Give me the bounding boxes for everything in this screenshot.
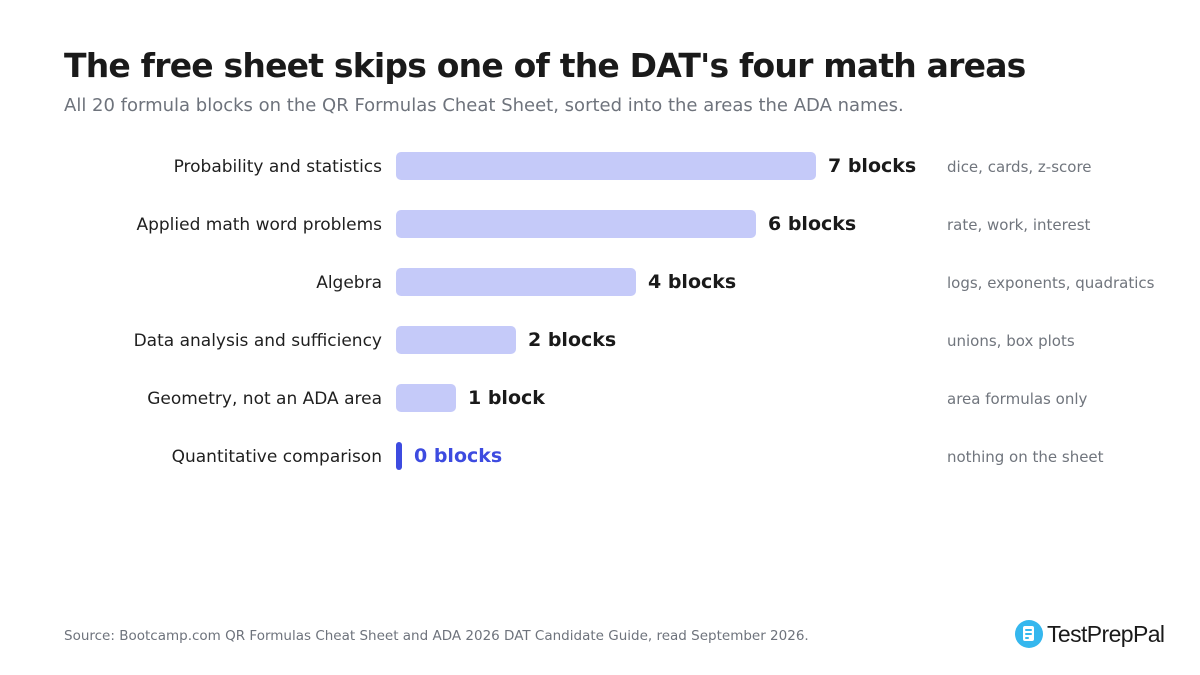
value-label: 0 blocks: [414, 445, 502, 467]
source-note: Source: Bootcamp.com QR Formulas Cheat S…: [64, 628, 809, 644]
bar-row: Probability and statistics 7 blocks dice, …: [174, 152, 1092, 180]
category-label: Applied math word problems: [136, 215, 382, 235]
value-label: 4 blocks: [648, 271, 736, 293]
bar: [396, 210, 756, 238]
bar: [396, 152, 816, 180]
category-label: Algebra: [316, 273, 382, 293]
note-label: logs, exponents, quadratics: [947, 274, 1155, 292]
note-label: area formulas only: [947, 390, 1087, 408]
note-label: nothing on the sheet: [947, 448, 1104, 466]
category-label: Probability and statistics: [174, 157, 383, 177]
note-label: dice, cards, z-score: [947, 158, 1092, 176]
brand-logo: TestPrepPal: [1015, 620, 1165, 648]
value-label: 6 blocks: [768, 213, 856, 235]
value-label: 2 blocks: [528, 329, 616, 351]
bar-row: Quantitative comparison 0 blocks nothing o…: [172, 442, 1104, 470]
bar-chart: Probability and statistics 7 blocks dice, …: [134, 152, 1155, 470]
chart-subtitle: All 20 formula blocks on the QR Formulas…: [64, 95, 904, 116]
bar: [396, 384, 456, 412]
value-label: 1 block: [468, 387, 545, 409]
bar: [396, 268, 636, 296]
document-icon: [1015, 620, 1043, 648]
bar-row: Data analysis and sufficiency 2 blocks uni…: [134, 326, 1075, 354]
bar: [396, 442, 402, 470]
chart-title: The free sheet skips one of the DAT's fo…: [64, 46, 1026, 85]
category-label: Quantitative comparison: [172, 447, 382, 467]
bar-row: Algebra 4 blocks logs, exponents, quadrati…: [316, 268, 1155, 296]
bar-row: Applied math word problems 6 blocks rate, …: [136, 210, 1091, 238]
note-label: rate, work, interest: [947, 216, 1091, 234]
value-label: 7 blocks: [828, 155, 916, 177]
category-label: Data analysis and sufficiency: [134, 331, 382, 351]
note-label: unions, box plots: [947, 332, 1075, 350]
bar: [396, 326, 516, 354]
brand-name: TestPrepPal: [1047, 620, 1165, 647]
bar-row: Geometry, not an ADA area 1 block area for…: [147, 384, 1087, 412]
category-label: Geometry, not an ADA area: [147, 389, 382, 409]
